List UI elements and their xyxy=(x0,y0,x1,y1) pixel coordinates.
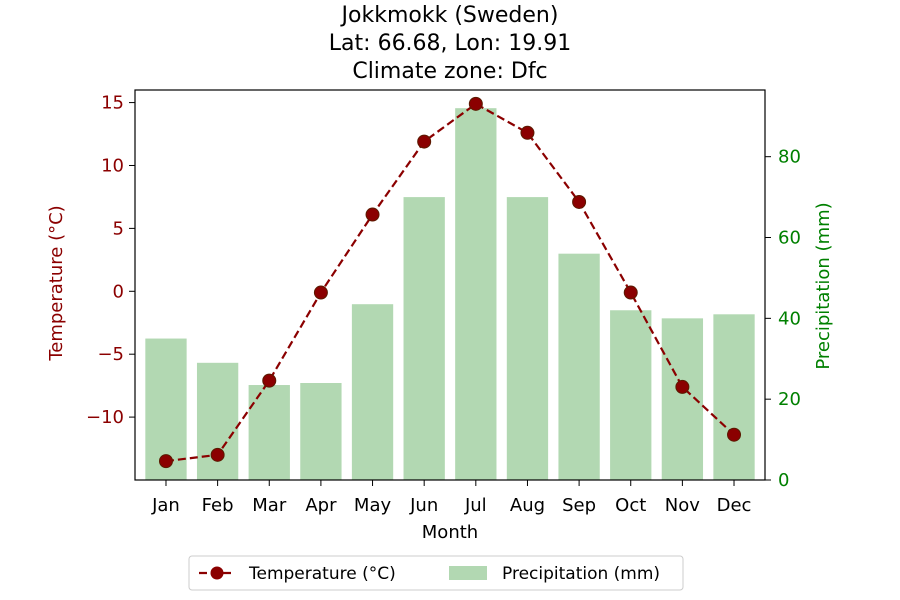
x-tick-label: Oct xyxy=(615,495,646,516)
x-tick-label: Jan xyxy=(151,495,180,516)
left-tick-label: 5 xyxy=(113,218,124,239)
x-axis-ticks: Jan Feb Mar Apr May Jun Jul Aug Sep Oct Nov Dec xyxy=(151,480,751,516)
precipitation-bar-mar xyxy=(248,385,290,480)
legend: Temperature (°C) Precipitation (mm) xyxy=(188,555,684,591)
precipitation-bar-oct xyxy=(610,310,652,480)
temperature-point-mar xyxy=(262,373,277,388)
legend-temperature-label: Temperature (°C) xyxy=(248,564,396,584)
temperature-point-jan xyxy=(158,454,173,469)
legend-box xyxy=(188,555,684,591)
x-tick-label: Sep xyxy=(562,495,596,516)
temperature-point-feb xyxy=(210,447,225,462)
left-tick-label: 15 xyxy=(101,93,124,114)
x-tick-label: Nov xyxy=(665,495,700,516)
precipitation-bar-may xyxy=(351,304,394,480)
left-axis-ticks: 15 10 5 0 −5 −10 xyxy=(86,93,135,428)
plot-frame xyxy=(134,89,766,481)
temperature-point-oct xyxy=(623,285,638,300)
x-tick-label: May xyxy=(354,495,392,516)
x-tick-label: Mar xyxy=(252,495,287,516)
title-line-2: Lat: 66.68, Lon: 19.91 xyxy=(329,31,571,56)
temperature-point-may xyxy=(365,207,380,222)
x-tick-label: Jun xyxy=(409,495,438,516)
temperature-point-nov xyxy=(675,379,690,394)
x-tick-label: Feb xyxy=(202,495,234,516)
left-axis-label: Temperature (°C) xyxy=(46,205,67,361)
x-tick-label: Apr xyxy=(305,495,337,516)
left-tick-label: −10 xyxy=(86,407,124,428)
x-axis-label: Month xyxy=(422,522,478,543)
temperature-point-sep xyxy=(572,194,587,209)
temperature-line xyxy=(158,96,742,469)
right-tick-label: 60 xyxy=(778,228,801,249)
temperature-point-jul xyxy=(468,96,483,111)
precipitation-bars xyxy=(145,108,755,481)
temperature-point-aug xyxy=(520,125,535,140)
right-tick-label: 80 xyxy=(778,147,801,168)
right-axis-ticks: 0 20 40 60 80 xyxy=(765,147,801,491)
x-tick-label: Aug xyxy=(510,495,545,516)
title-line-3: Climate zone: Dfc xyxy=(352,59,547,84)
right-tick-label: 40 xyxy=(778,308,801,329)
left-tick-label: −5 xyxy=(97,344,124,365)
precipitation-bar-jul xyxy=(455,108,497,481)
precipitation-bar-sep xyxy=(558,253,600,480)
precipitation-bar-apr xyxy=(300,383,342,480)
x-tick-label: Dec xyxy=(717,495,752,516)
right-tick-label: 20 xyxy=(778,389,801,410)
right-axis-label: Precipitation (mm) xyxy=(813,202,834,369)
chart-title: Jokkmokk (Sweden) Lat: 66.68, Lon: 19.91 C… xyxy=(329,3,571,84)
legend-temperature-marker-icon xyxy=(210,566,224,580)
precipitation-bar-jun xyxy=(403,197,445,480)
left-tick-label: 10 xyxy=(101,155,124,176)
temperature-point-apr xyxy=(313,285,328,300)
precipitation-bar-aug xyxy=(506,197,549,480)
temperature-point-jun xyxy=(417,134,432,149)
legend-precipitation-swatch-icon xyxy=(449,566,487,580)
x-tick-label: Jul xyxy=(464,495,487,516)
precipitation-bar-feb xyxy=(196,362,239,480)
temperature-point-dec xyxy=(727,427,742,442)
precipitation-bar-dec xyxy=(713,314,755,480)
left-tick-label: 0 xyxy=(113,281,124,302)
title-line-1: Jokkmokk (Sweden) xyxy=(340,3,559,28)
legend-precipitation-label: Precipitation (mm) xyxy=(502,564,660,584)
temperature-line-path xyxy=(165,102,735,463)
right-tick-label: 0 xyxy=(778,470,789,491)
